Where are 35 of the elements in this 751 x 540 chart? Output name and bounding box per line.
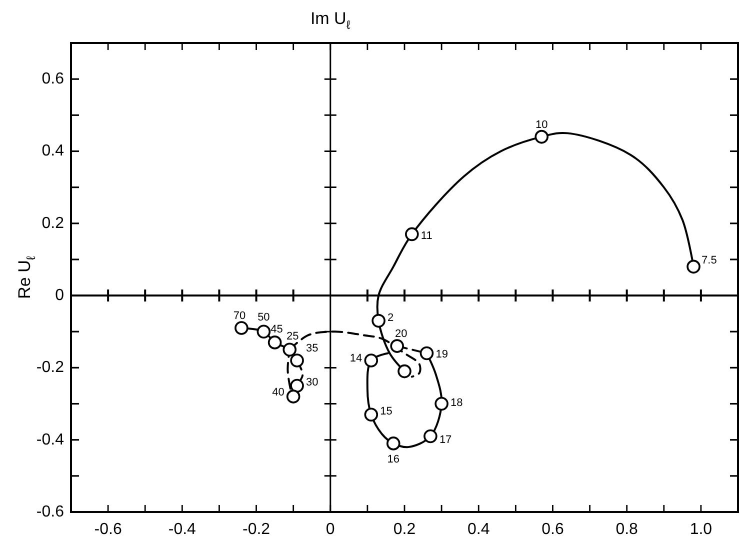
annotation: 18 — [450, 396, 463, 409]
annotation: 45 — [270, 323, 283, 336]
y-tick-label: 0.2 — [42, 214, 64, 232]
annotation: 35 — [306, 342, 318, 354]
y-tick-label: 0.6 — [42, 70, 64, 88]
x-tick-label: 0.8 — [616, 521, 638, 538]
x-tick-label: -0.2 — [242, 521, 270, 538]
annotation: 20 — [394, 328, 408, 340]
annotation: 40 — [272, 386, 284, 399]
y-tick-label: -0.4 — [36, 431, 64, 448]
x-tick-label: 0.4 — [467, 521, 490, 538]
annotation: 11 — [420, 230, 432, 242]
x-tick-label: -0.4 — [168, 521, 196, 538]
y-tick-label: -0.2 — [36, 359, 64, 376]
annotation: 70 — [233, 310, 246, 322]
x-tick-label: 0.2 — [393, 521, 416, 538]
annotation: 2 — [388, 312, 394, 324]
chart-title: Im U$_{ℓ}$ — [310, 9, 350, 32]
x-tick-label: 0 — [326, 521, 335, 538]
annotation: 10 — [535, 118, 548, 131]
y-tick-label: 0.4 — [42, 142, 64, 160]
x-tick-label: 0.6 — [542, 521, 564, 538]
annotation: 30 — [306, 376, 318, 389]
annotation: 7.5 — [702, 254, 717, 267]
annotation: 50 — [258, 312, 270, 324]
annotation: 15 — [380, 406, 392, 418]
y-tick-label: -0.6 — [36, 504, 64, 520]
annotation: 25 — [286, 330, 299, 343]
y-tick-label: 0 — [55, 287, 64, 304]
annotation: 17 — [439, 434, 452, 446]
annotation: 16 — [387, 453, 400, 466]
x-tick-label: -0.6 — [94, 521, 122, 538]
annotation: 19 — [436, 348, 448, 360]
annotation: 14 — [350, 352, 362, 364]
x-tick-label: 1.0 — [690, 521, 712, 538]
